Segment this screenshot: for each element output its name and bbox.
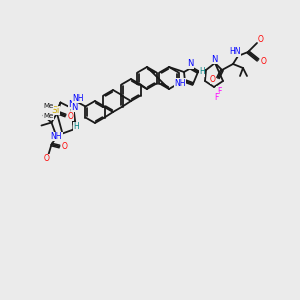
Text: F: F <box>214 92 218 101</box>
Text: H: H <box>199 68 205 76</box>
Text: N: N <box>68 100 75 109</box>
Text: H: H <box>74 122 79 131</box>
Text: N: N <box>71 103 78 112</box>
Text: N: N <box>211 55 217 64</box>
Text: Me: Me <box>43 113 54 119</box>
Text: O: O <box>61 142 68 151</box>
Text: NH: NH <box>174 79 186 88</box>
Text: O: O <box>44 154 50 163</box>
Text: F: F <box>217 86 221 95</box>
Text: O: O <box>258 35 264 44</box>
Text: NH: NH <box>73 94 84 103</box>
Text: NH: NH <box>51 132 62 141</box>
Text: HN: HN <box>229 47 241 56</box>
Text: N: N <box>187 59 193 68</box>
Text: O: O <box>261 56 267 65</box>
Text: Si: Si <box>51 106 60 115</box>
Text: Me: Me <box>43 103 54 109</box>
Text: O: O <box>68 112 74 121</box>
Text: O: O <box>210 74 216 83</box>
